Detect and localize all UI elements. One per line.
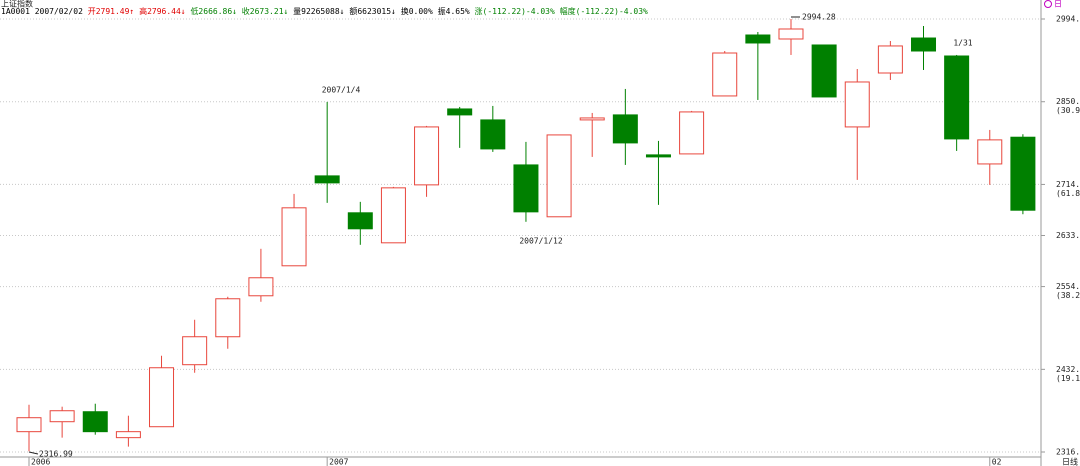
- candle-body: [215, 298, 241, 338]
- candle-body: [480, 119, 506, 150]
- candle-body: [944, 55, 970, 140]
- candle-body: [877, 45, 903, 74]
- info-item: 振4.65%: [438, 6, 470, 16]
- candle-body: [645, 154, 671, 158]
- candle-body: [380, 187, 406, 244]
- candle-body: [347, 212, 373, 230]
- y-tick-ratio: (19.1%): [1056, 374, 1080, 383]
- candle-body: [248, 277, 274, 297]
- candle-body: [115, 431, 141, 439]
- candle-body: [811, 44, 837, 98]
- x-tick-label: 2006: [31, 458, 50, 466]
- x-tick-label: 02: [992, 458, 1002, 466]
- y-tick-label: 2633.4: [1056, 231, 1080, 240]
- candle-body: [82, 411, 108, 433]
- y-tick-label: 2316.0: [1056, 448, 1080, 457]
- candle-body: [612, 114, 638, 144]
- candle-body: [844, 81, 870, 128]
- annotation: 2007/1/12: [519, 237, 563, 246]
- chart-title: 上证指数: [1, 0, 33, 9]
- candle-body: [314, 175, 340, 184]
- period-label: 日线: [1062, 457, 1078, 466]
- info-item: 高2796.44↓: [139, 6, 186, 16]
- annotation: 2007/1/4: [322, 86, 361, 95]
- info-item: 1A0001 2007/02/02: [1, 7, 83, 16]
- candle-body: [745, 34, 771, 44]
- candle-body: [513, 164, 539, 213]
- info-item: 涨(-112.22)-4.03%: [475, 6, 555, 16]
- info-item: 幅度(-112.22)-4.03%: [560, 6, 648, 16]
- y-tick-label: 2994.3: [1056, 15, 1080, 24]
- candle-body: [1010, 136, 1036, 211]
- candle-body: [49, 410, 75, 423]
- y-tick-label: 2850.9: [1056, 97, 1080, 106]
- y-tick-label: 2554.8: [1056, 282, 1080, 291]
- candle-body: [414, 126, 440, 186]
- annotation: 2316.99: [39, 450, 73, 459]
- annotation: 2994.28: [802, 13, 836, 22]
- info-item: 换0.00%: [401, 6, 433, 16]
- candle-body: [447, 108, 473, 116]
- candle-body: [712, 52, 738, 97]
- y-tick-label: 2432.4: [1056, 365, 1080, 374]
- candle-body: [579, 117, 605, 121]
- candle-body: [911, 37, 937, 52]
- candle-body: [182, 336, 208, 366]
- y-tick-ratio: (30.9%): [1056, 106, 1080, 115]
- candle-body: [679, 111, 705, 155]
- candle-body: [16, 417, 42, 433]
- info-item: 收2673.21↓: [242, 6, 289, 16]
- y-tick-ratio: (38.2%): [1056, 291, 1080, 300]
- candle-body: [977, 139, 1003, 165]
- x-tick-label: 2007: [329, 458, 348, 466]
- info-line: 1A0001 2007/02/02 开2791.49↑ 高2796.44↓ 低2…: [1, 6, 648, 16]
- candle-body: [281, 207, 307, 267]
- annotation-leader: [28, 451, 39, 455]
- info-item: 低2666.86↓: [190, 6, 237, 16]
- info-text: 1A0001 2007/02/02 开2791.49↑ 高2796.44↓ 低2…: [1, 6, 648, 16]
- info-item: 开2791.49↑: [88, 7, 135, 16]
- annotation: 1/31: [953, 39, 972, 48]
- info-item: 量92265088↓: [293, 7, 344, 16]
- period-button[interactable]: 日: [1054, 0, 1062, 9]
- y-tick-ratio: (61.8%): [1056, 189, 1080, 198]
- candle-body: [778, 28, 804, 40]
- y-tick-label: 2714.4: [1056, 180, 1080, 189]
- info-item: 额6623015↓: [349, 6, 396, 16]
- period-icon[interactable]: [1044, 0, 1052, 8]
- candle-body: [546, 134, 572, 218]
- candle-body: [149, 367, 175, 428]
